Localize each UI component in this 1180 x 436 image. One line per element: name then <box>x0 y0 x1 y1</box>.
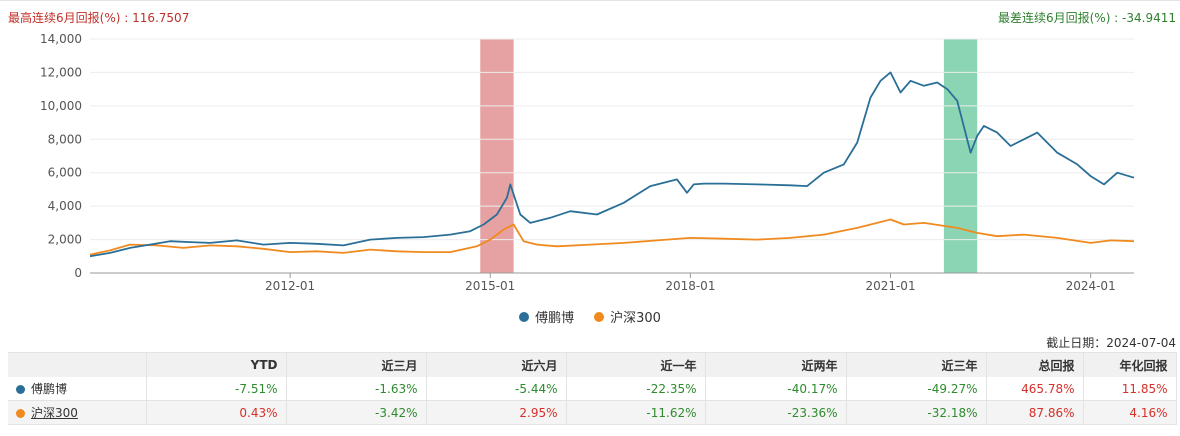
cell-1y: -11.62% <box>566 400 706 425</box>
series-line-index <box>89 218 1135 256</box>
legend-dot-index <box>594 311 605 322</box>
y-tick-label: 6,000 <box>48 166 82 180</box>
x-tick-label: 2012-01 <box>265 279 315 293</box>
row-name: 傅鹏博 <box>31 382 68 396</box>
x-tick-label: 2021-01 <box>865 279 915 293</box>
header-ytd: YTD <box>146 352 287 377</box>
cell-annualized: 4.16% <box>1083 400 1177 425</box>
table-row: 傅鹏博 -7.51% -1.63% -5.44% -22.35% -40.17%… <box>8 377 1177 401</box>
header-3m: 近三月 <box>286 352 427 377</box>
cell-total: 87.86% <box>986 400 1084 425</box>
y-tick-label: 14,000 <box>40 32 82 46</box>
cell-2y: -40.17% <box>705 377 847 401</box>
table-header-row: YTD 近三月 近六月 近一年 近两年 近三年 总回报 年化回报 <box>8 352 1177 377</box>
chart-legend: 傅鹏博 沪深300 <box>0 307 1180 326</box>
cell-1y: -22.35% <box>566 377 706 401</box>
cell-total: 465.78% <box>986 377 1084 401</box>
highlight-band-best-6m <box>480 39 514 273</box>
y-tick-label: 4,000 <box>48 199 82 213</box>
y-tick-label: 8,000 <box>48 132 82 146</box>
y-tick-label: 10,000 <box>40 99 82 113</box>
header-6m: 近六月 <box>426 352 567 377</box>
header-3y: 近三年 <box>846 352 987 377</box>
row-dot-fund <box>16 385 25 394</box>
as-of-date: 截止日期：2024-07-04 <box>1046 336 1176 350</box>
x-tick-label: 2015-01 <box>465 279 515 293</box>
y-tick-label: 12,000 <box>40 65 82 79</box>
cell-3y: -49.27% <box>846 377 987 401</box>
performance-chart: 最高连续6月回报(%) : 116.7507 最差连续6月回报(%) : -34… <box>0 0 1180 293</box>
header-1y: 近一年 <box>566 352 706 377</box>
cell-3y: -32.18% <box>846 400 987 425</box>
cell-3m: -1.63% <box>286 377 427 401</box>
highlight-band-worst-6m <box>943 39 978 273</box>
legend-label-fund: 傅鹏博 <box>535 311 575 326</box>
legend-item-fund[interactable]: 傅鹏博 <box>519 307 574 326</box>
worst-6m-return-label: 最差连续6月回报(%) : -34.9411 <box>997 11 1176 25</box>
cell-ytd: 0.43% <box>146 400 287 425</box>
legend-label-index: 沪深300 <box>610 311 661 326</box>
performance-table: YTD 近三月 近六月 近一年 近两年 近三年 总回报 年化回报 傅鹏博 -7.… <box>8 352 1177 425</box>
chart-canvas: 0 2,000 4,000 6,000 8,000 10,000 12,000 14,000 2… <box>40 32 1135 293</box>
cell-2y: -23.36% <box>705 400 847 425</box>
cell-3m: -3.42% <box>286 400 427 425</box>
legend-item-index[interactable]: 沪深300 <box>594 307 661 326</box>
row-dot-index <box>16 409 25 418</box>
header-2y: 近两年 <box>705 352 847 377</box>
row-name-cell: 沪深300 <box>8 400 147 425</box>
table-row: 沪深300 0.43% -3.42% 2.95% -11.62% -23.36%… <box>8 400 1177 425</box>
best-6m-return-label: 最高连续6月回报(%) : 116.7507 <box>8 11 190 25</box>
x-tick-label: 2024-01 <box>1066 279 1116 293</box>
cell-annualized: 11.85% <box>1083 377 1177 401</box>
legend-dot-fund <box>519 311 530 322</box>
row-name-cell: 傅鹏博 <box>8 377 147 401</box>
header-annualized: 年化回报 <box>1083 352 1177 377</box>
row-name-link[interactable]: 沪深300 <box>31 406 78 420</box>
y-tick-label: 2,000 <box>48 233 82 247</box>
cell-6m: -5.44% <box>426 377 567 401</box>
cell-ytd: -7.51% <box>146 377 287 401</box>
header-total: 总回报 <box>986 352 1084 377</box>
series-line-fund <box>89 71 1135 258</box>
x-tick-label: 2018-01 <box>665 279 715 293</box>
cell-6m: 2.95% <box>426 400 567 425</box>
header-name <box>8 352 147 377</box>
y-tick-label: 0 <box>74 266 82 280</box>
